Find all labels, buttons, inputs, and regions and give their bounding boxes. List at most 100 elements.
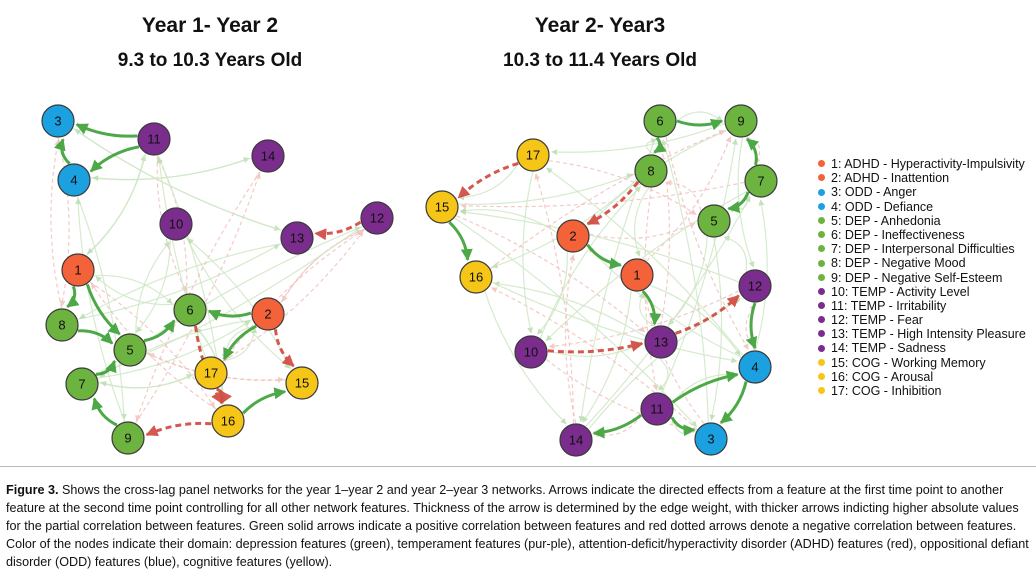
legend-label: 6: DEP - Ineffectiveness	[831, 227, 965, 242]
legend-label: 10: TEMP - Activity Level	[831, 284, 970, 299]
node-12: 12	[360, 201, 394, 235]
legend-item: 15: COG - Working Memory	[818, 356, 1026, 370]
edge-2-to-6	[207, 309, 252, 321]
faint-edge	[646, 136, 732, 262]
node-label: 4	[70, 173, 77, 188]
node-16: 16	[211, 404, 245, 438]
edge-12-to-13	[314, 220, 362, 241]
node-label: 14	[569, 433, 583, 448]
faint-edge	[665, 179, 702, 211]
node-label: 17	[204, 366, 218, 381]
node-label: 17	[526, 148, 540, 163]
faint-edge	[74, 128, 282, 232]
edge-16-to-15	[242, 387, 287, 415]
legend-label: 4: ODD - Defiance	[831, 199, 934, 214]
node-label: 2	[264, 307, 271, 322]
faint-edge	[224, 229, 365, 361]
node-13: 13	[280, 221, 314, 255]
edge-4-to-3	[54, 138, 71, 165]
node-label: 12	[748, 279, 762, 294]
caption-label: Figure 3.	[6, 483, 59, 497]
node-16: 16	[459, 260, 493, 294]
edge-11-to-4	[671, 370, 739, 404]
edge-11-to-3	[670, 416, 696, 437]
node-1: 1	[61, 253, 95, 287]
legend-item: 11: TEMP - Irritability	[818, 299, 1026, 313]
node-14: 14	[559, 423, 593, 457]
node-label: 13	[290, 231, 304, 246]
panel2-subtitle: 10.3 to 11.4 Years Old	[503, 50, 697, 71]
node-15: 15	[425, 190, 459, 224]
edge-6-to-9	[676, 118, 724, 131]
node-7: 7	[744, 164, 778, 198]
faint-edge	[87, 153, 147, 255]
node-label: 9	[737, 114, 744, 129]
node-3: 3	[694, 422, 728, 456]
legend-label: 12: TEMP - Fear	[831, 313, 923, 328]
edge-1-to-13	[641, 289, 662, 326]
legend-dot	[818, 344, 825, 352]
edge-7-to-9	[745, 137, 760, 166]
node-11: 11	[137, 122, 171, 156]
legend-item: 7: DEP - Interpersonal Difficulties	[818, 242, 1026, 256]
legend-dot	[818, 302, 825, 310]
faint-edge	[665, 136, 749, 350]
faint-edge	[668, 236, 708, 326]
legend-label: 3: ODD - Anger	[831, 185, 917, 200]
legend-item: 9: DEP - Negative Self-Esteem	[818, 271, 1026, 285]
panel2-strong-edges	[448, 118, 760, 439]
legend-label: 14: TEMP - Sadness	[831, 341, 946, 356]
edge-5-to-6	[143, 319, 176, 343]
node-label: 14	[261, 149, 275, 164]
node-label: 5	[710, 214, 717, 229]
edge-12-to-4	[745, 302, 758, 350]
edge-7-to-5	[95, 359, 117, 376]
node-13: 13	[644, 325, 678, 359]
node-5: 5	[113, 333, 147, 367]
legend-dot	[818, 160, 825, 168]
edge-8-to-2	[586, 181, 640, 226]
node-label: 7	[757, 174, 764, 189]
faint-edge	[709, 237, 723, 421]
node-label: 1	[74, 263, 81, 278]
edge-11-to-3	[75, 123, 138, 138]
node-label: 12	[370, 211, 384, 226]
node-9: 9	[111, 421, 145, 455]
faint-edge	[76, 196, 127, 420]
faint-edge	[650, 284, 741, 356]
node-label: 11	[650, 402, 664, 417]
legend-dot	[818, 387, 825, 395]
legend-dot	[818, 358, 825, 366]
faint-edge	[672, 371, 739, 403]
faint-edge	[537, 251, 568, 335]
faint-edge	[95, 275, 175, 306]
node-label: 16	[469, 270, 483, 285]
node-14: 14	[251, 139, 285, 173]
legend-dot	[818, 174, 825, 182]
panel1-strong-edges	[54, 123, 362, 437]
node-label: 8	[58, 318, 65, 333]
faint-edge	[135, 241, 170, 335]
node-label: 2	[569, 229, 576, 244]
node-label: 8	[647, 164, 654, 179]
node-2: 2	[251, 297, 285, 331]
faint-edge	[546, 167, 744, 356]
edge-16-to-9	[145, 421, 212, 437]
edge-2-to-15	[274, 329, 295, 368]
node-label: 9	[124, 431, 131, 446]
faint-edge	[676, 111, 723, 122]
node-label: 3	[54, 114, 61, 129]
legend-dot	[818, 316, 825, 324]
node-label: 10	[524, 345, 538, 360]
faint-edge	[50, 139, 63, 309]
node-label: 1	[633, 268, 640, 283]
edge-9-to-7	[91, 397, 118, 427]
node-12: 12	[738, 269, 772, 303]
faint-edge	[92, 157, 252, 182]
faint-edge	[548, 160, 697, 216]
legend: 1: ADHD - Hyperactivity-Impulsivity 2: AD…	[818, 157, 1026, 398]
legend-item: 13: TEMP - High Intensity Pleasure	[818, 327, 1026, 341]
legend-item: 12: TEMP - Fear	[818, 313, 1026, 327]
legend-label: 11: TEMP - Irritability	[831, 298, 947, 313]
node-6: 6	[173, 293, 207, 327]
